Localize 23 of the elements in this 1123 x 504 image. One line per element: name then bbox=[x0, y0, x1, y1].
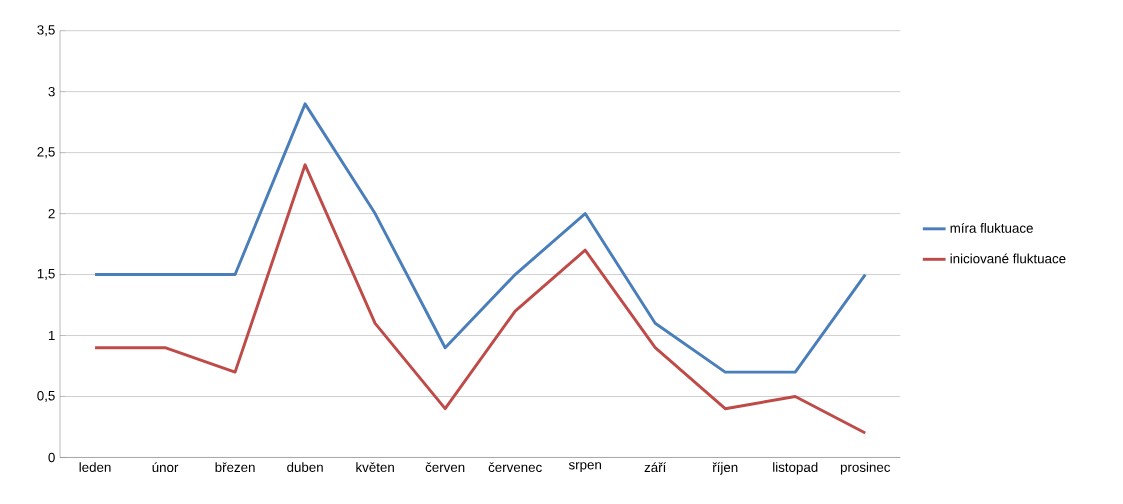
y-tick-label: 3,5 bbox=[37, 25, 55, 37]
x-tick-label: červenec bbox=[488, 462, 542, 472]
x-tick-label: květen bbox=[356, 462, 394, 472]
y-tick-label: 1 bbox=[48, 330, 55, 341]
x-tick-label: říjen bbox=[712, 462, 738, 475]
legend-label: iniciované fluktuace bbox=[950, 253, 1066, 264]
y-tick-label: 0,5 bbox=[37, 390, 55, 402]
x-tick-label: únor bbox=[152, 462, 179, 473]
y-tick-label: 2 bbox=[48, 208, 55, 219]
x-tick-label: listopad bbox=[773, 462, 818, 475]
y-tick-label: 2,5 bbox=[37, 147, 55, 159]
x-tick-label: prosinec bbox=[840, 462, 891, 475]
x-tick-label: duben bbox=[287, 462, 323, 472]
x-tick-label: březen bbox=[215, 462, 255, 472]
legend-label: míra fluktuace bbox=[950, 222, 1033, 233]
x-tick-label: září bbox=[644, 462, 667, 473]
y-tick-label: 3 bbox=[48, 86, 55, 97]
y-tick-label: 0 bbox=[48, 452, 55, 463]
x-tick-label: červen bbox=[425, 462, 465, 472]
x-tick-label: srpen bbox=[568, 462, 601, 473]
line-series bbox=[93, 163, 867, 435]
y-tick-label: 1,5 bbox=[37, 269, 55, 280]
x-tick-label: leden bbox=[79, 462, 111, 472]
